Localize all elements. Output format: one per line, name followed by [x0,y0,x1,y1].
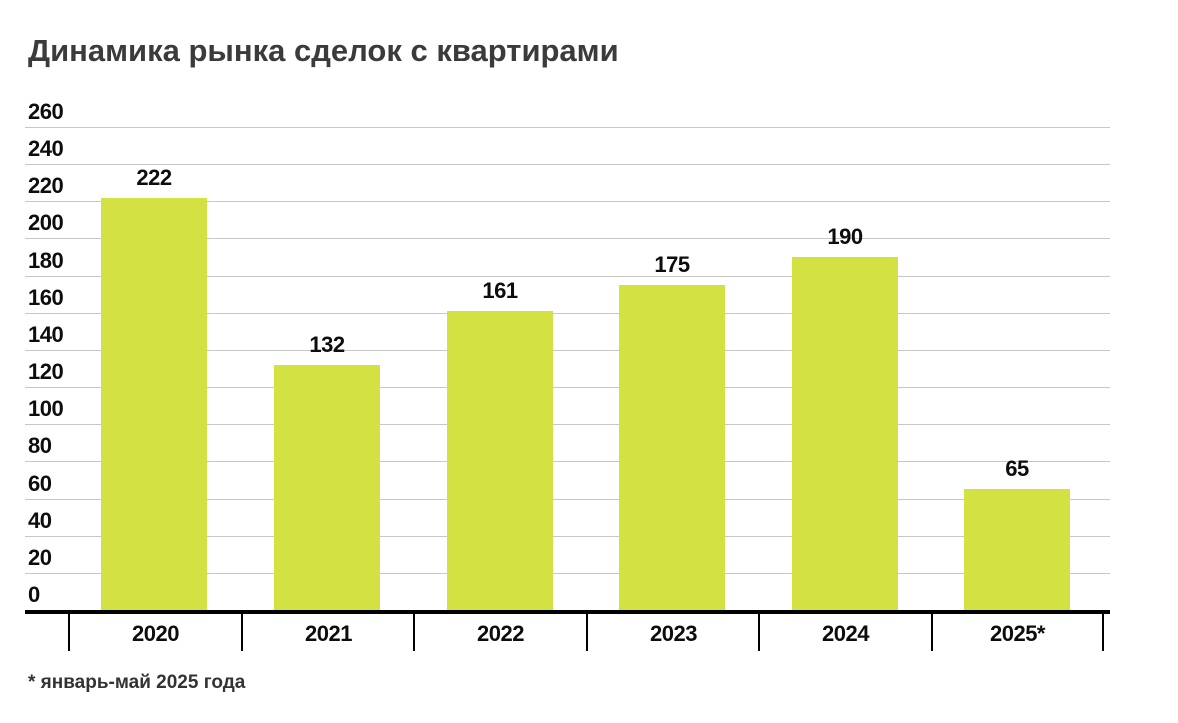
y-tick-label-60: 60 [28,471,52,496]
x-axis-cell-2021: 2021 [241,614,414,651]
x-axis-cell-2023: 2023 [586,614,759,651]
y-tick-label-100: 100 [28,396,64,421]
x-axis-cell-2025*: 2025* [931,614,1104,651]
gridline-60 [25,499,1110,500]
y-tick-label-220: 220 [28,173,64,198]
gridline-40 [25,536,1110,537]
bar-2021 [274,365,380,610]
bar-2023 [619,285,725,610]
y-tick-label-80: 80 [28,433,52,458]
gridline-80 [25,461,1110,462]
gridline-160 [25,313,1110,314]
x-axis-label-2021: 2021 [305,620,352,646]
gridline-260 [25,127,1110,128]
bar-value-label-2025*: 65 [1005,456,1029,481]
bar-value-label-2024: 190 [827,224,863,249]
gridline-180 [25,276,1110,277]
gridline-100 [25,424,1110,425]
bar-value-label-2023: 175 [654,252,690,277]
y-tick-label-0: 0 [28,582,40,607]
x-axis-label-2025*: 2025* [989,620,1046,646]
bar-2025* [964,489,1070,610]
y-tick-label-140: 140 [28,322,64,347]
y-tick-label-160: 160 [28,285,64,310]
y-tick-label-260: 260 [28,99,64,124]
gridline-200 [25,238,1110,239]
y-tick-label-200: 200 [28,210,64,235]
x-axis-cell-2020: 2020 [68,614,241,651]
x-axis-label-2024: 2024 [822,620,869,646]
bar-2024 [792,257,898,610]
y-tick-label-240: 240 [28,136,64,161]
chart-footnote: * январь-май 2025 года [28,672,246,693]
bar-value-label-2020: 222 [136,165,172,190]
gridline-240 [25,164,1110,165]
gridline-140 [25,350,1110,351]
x-axis-label-2023: 2023 [650,620,697,646]
x-axis-baseline [25,610,1110,614]
gridline-120 [25,387,1110,388]
bar-2020 [101,198,207,610]
gridline-20 [25,573,1110,574]
y-tick-label-180: 180 [28,248,64,273]
x-axis-cell-2022: 2022 [413,614,586,651]
gridline-220 [25,201,1110,202]
bar-value-label-2022: 161 [482,278,518,303]
x-axis-label-2022: 2022 [477,620,524,646]
x-axis-cell-2024: 2024 [758,614,931,651]
chart-title: Динамика рынка сделок с квартирами [28,33,619,68]
bar-value-label-2021: 132 [309,332,345,357]
y-tick-label-120: 120 [28,359,64,384]
bar-2022 [447,311,553,610]
y-tick-label-40: 40 [28,508,52,533]
y-tick-label-20: 20 [28,545,52,570]
x-axis-label-2020: 2020 [132,620,179,646]
